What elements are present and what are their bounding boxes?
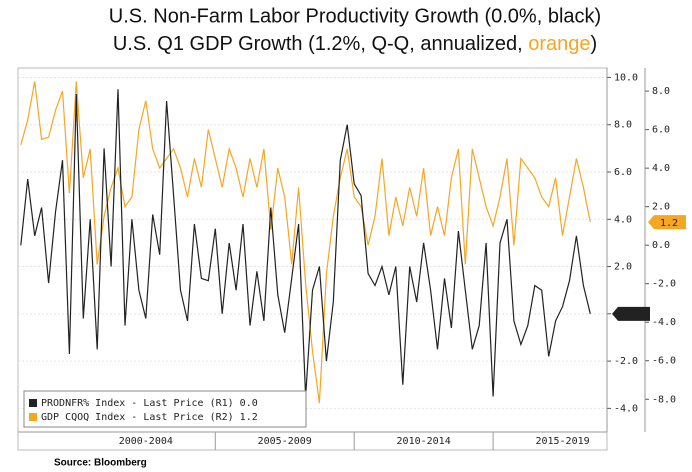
y2-tick-label: -2.0 xyxy=(652,279,676,290)
y-tick-label: 6.0 xyxy=(614,167,632,178)
legend-swatch xyxy=(29,413,37,421)
y-tick-label: -4.0 xyxy=(614,403,638,414)
source: Source: Bloomberg xyxy=(54,458,147,469)
y-tick-label: 8.0 xyxy=(614,120,632,131)
flag-shape xyxy=(648,215,686,230)
flag-shape xyxy=(612,306,650,321)
y2-tick-label: 2.0 xyxy=(652,202,670,213)
subtitle-part: ) xyxy=(590,33,597,55)
y-tick-label: 4.0 xyxy=(614,214,632,225)
y-tick-label: -2.0 xyxy=(614,356,638,367)
flag-label: 1.2 xyxy=(660,218,678,229)
y2-tick-label: 4.0 xyxy=(652,163,670,174)
x-tick-label: 2015-2019 xyxy=(535,436,589,447)
last-value-flag: 1.2 xyxy=(648,215,686,230)
y-tick-label: 10.0 xyxy=(614,72,638,83)
y2-tick-label: 6.0 xyxy=(652,125,670,136)
series-line xyxy=(20,81,591,404)
y-tick-label: 2.0 xyxy=(614,262,632,273)
x-tick-label: 2010-2014 xyxy=(397,436,451,447)
last-value-flag: 0.0 xyxy=(612,306,650,321)
legend: PRODNFR% Index - Last Price (R1) 0.0 GDP … xyxy=(23,390,307,428)
flag-label: 0.0 xyxy=(624,310,642,321)
y2-tick-label: 0.0 xyxy=(652,240,670,251)
subtitle-part: U.S. Q1 GDP Growth (1.2%, Q-Q, annualize… xyxy=(113,33,528,55)
x-tick-label: 2005-2009 xyxy=(258,436,312,447)
legend-label: GDP CQOQ Index - Last Price (R2) 1.2 xyxy=(41,412,258,423)
y2-tick-label: 8.0 xyxy=(652,86,670,97)
legend-swatch xyxy=(29,399,37,407)
y2-tick-label: -6.0 xyxy=(652,356,676,367)
x-tick-label: 2000-2004 xyxy=(119,436,173,447)
legend-box xyxy=(23,390,307,428)
y2-tick-label: -4.0 xyxy=(652,317,676,328)
chart-subtitle: U.S. Q1 GDP Growth (1.2%, Q-Q, annualize… xyxy=(113,33,597,55)
chart-title: U.S. Non-Farm Labor Productivity Growth … xyxy=(109,5,601,27)
subtitle-highlight: orange xyxy=(528,33,590,55)
y2-tick-label: -8.0 xyxy=(652,394,676,405)
legend-label: PRODNFR% Index - Last Price (R1) 0.0 xyxy=(41,398,258,409)
